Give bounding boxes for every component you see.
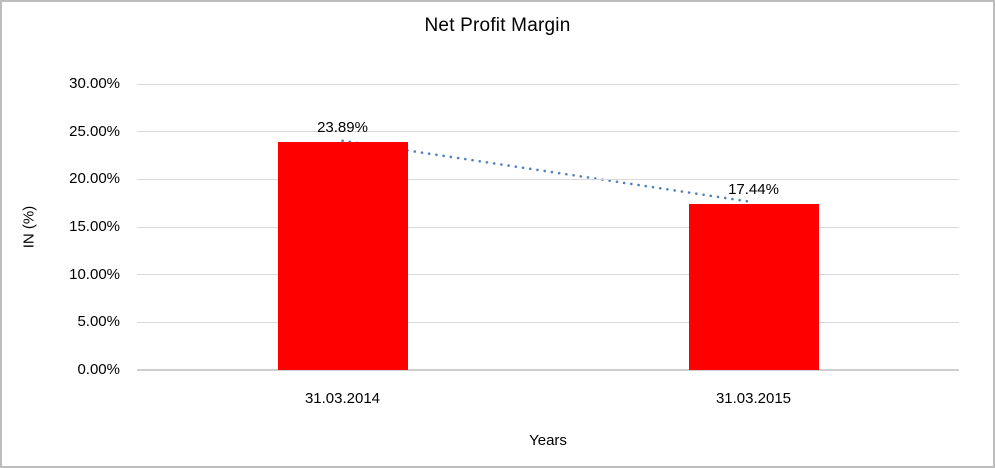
y-tick-label: 15.00% <box>69 218 120 235</box>
bar <box>688 203 819 370</box>
chart-title: Net Profit Margin <box>424 15 571 36</box>
gridline <box>137 226 959 228</box>
y-tick-label: 25.00% <box>69 122 120 140</box>
gridline <box>137 321 959 323</box>
x-axis-line <box>137 369 959 371</box>
y-tick-label: 20.00% <box>69 170 120 188</box>
gridline <box>137 131 959 133</box>
y-tick-label: 10.00% <box>69 265 120 283</box>
x-tick-label: 31.03.2015 <box>715 390 792 407</box>
bar-data-label: 23.89% <box>317 119 368 137</box>
y-tick-label: 30.00% <box>69 75 120 92</box>
bar <box>277 142 408 370</box>
plot-area <box>137 83 959 371</box>
y-tick-label: 0.00% <box>77 361 120 378</box>
gridline <box>137 274 959 276</box>
y-tick-label: 5.00% <box>77 313 120 331</box>
gridline <box>137 178 959 180</box>
x-axis-title: Years <box>529 432 567 449</box>
bar-data-label: 17.44% <box>728 180 779 198</box>
gridline <box>137 83 959 85</box>
y-axis-tick-labels: 0.00% 5.00% 10.00% 15.00% 20.00% 25.00% 30.00% <box>2 2 120 466</box>
x-tick-label: 31.03.2014 <box>304 390 381 407</box>
